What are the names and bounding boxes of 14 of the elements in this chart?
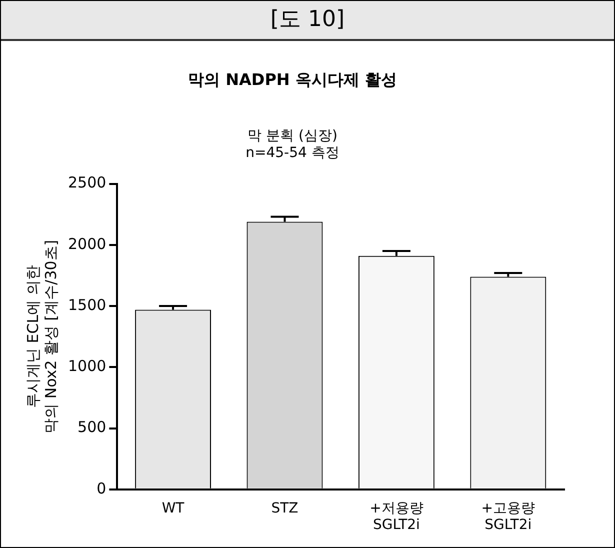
chart-title: 막의 NADPH 옥시다제 활성 xyxy=(188,70,397,89)
y-tick-label: 2000 xyxy=(68,234,106,253)
x-tick-label: STZ xyxy=(271,500,298,516)
y-tick-label: 1500 xyxy=(68,296,106,314)
x-tick-label: WT xyxy=(162,500,185,516)
y-tick-label: 2500 xyxy=(68,174,106,192)
y-tick-label: 500 xyxy=(78,418,106,436)
y-tick-label: 1000 xyxy=(68,357,106,376)
chart-subtitle: 막 분획 (심장) n=45-54 측정 xyxy=(246,128,340,162)
x-tick-label: +고용량 SGLT2i xyxy=(481,500,536,534)
text: [도 10] xyxy=(1,1,614,41)
y-axis-title: 루시게닌 ECL에 의한 막의 Nox2 활성 [계수/30초] xyxy=(24,240,60,434)
x-tick-label: +저용량 SGLT2i xyxy=(370,500,424,534)
y-tick-label: 0 xyxy=(96,479,106,498)
